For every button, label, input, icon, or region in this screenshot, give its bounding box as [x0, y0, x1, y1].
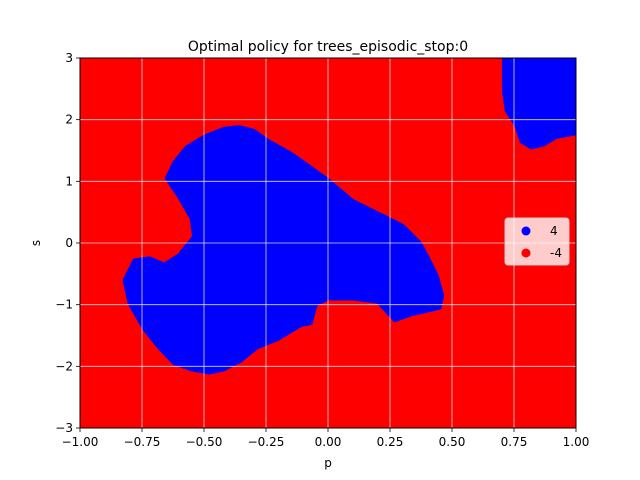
x-tick-label: 0.25: [377, 435, 404, 449]
legend-label-series-4: 4: [550, 224, 558, 238]
legend-label-series-neg4: -4: [550, 246, 562, 260]
y-axis-ticks: −3 −2 −1 0 1 2 3: [55, 51, 80, 435]
legend: 4 -4: [504, 217, 570, 266]
x-tick-label: 0.00: [315, 435, 342, 449]
y-tick-label: 1: [65, 174, 73, 188]
legend-marker-series-neg4: [521, 248, 531, 258]
y-axis-label: s: [29, 240, 43, 246]
x-axis-label: p: [324, 456, 332, 470]
y-tick-label: 0: [65, 236, 73, 250]
x-tick-label: 0.75: [501, 435, 528, 449]
legend-marker-series-4: [521, 226, 531, 236]
x-tick-label: 1.00: [563, 435, 590, 449]
x-tick-label: −0.50: [186, 435, 223, 449]
x-tick-label: −0.75: [124, 435, 161, 449]
y-tick-label: −1: [55, 298, 73, 312]
y-tick-label: 2: [65, 113, 73, 127]
x-tick-label: −0.25: [248, 435, 285, 449]
y-tick-label: 3: [65, 51, 73, 65]
x-tick-label: 0.50: [439, 435, 466, 449]
legend-box: [504, 217, 570, 266]
x-tick-label: −1.00: [62, 435, 99, 449]
y-tick-label: −2: [55, 359, 73, 373]
region-series-4-1: [502, 58, 576, 150]
y-tick-label: −3: [55, 421, 73, 435]
x-axis-ticks: −1.00 −0.75 −0.50 −0.25 0.00 0.25 0.50 0.75 1.00: [62, 428, 590, 449]
chart-title: Optimal policy for trees_episodic_stop:0: [188, 39, 468, 55]
